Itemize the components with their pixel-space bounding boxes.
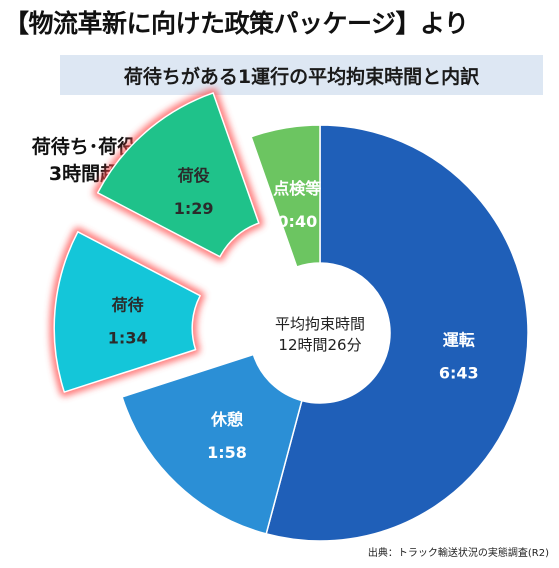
callout-line-1: 荷待ち･荷役 bbox=[31, 136, 137, 158]
page-heading: 【物流革新に向けた政策パッケージ】より bbox=[4, 9, 469, 38]
slice-1-label: 運転 bbox=[443, 330, 475, 349]
center-label: 平均拘束時間 12時間26分 bbox=[275, 315, 365, 354]
slice-2-label: 休憩 bbox=[210, 410, 243, 429]
slice-2-wedge bbox=[121, 353, 303, 535]
slice-4-value: 1:29 bbox=[174, 199, 214, 218]
slice-2-value: 1:58 bbox=[207, 443, 247, 462]
donut-slices bbox=[53, 92, 529, 542]
center-label-line-2: 12時間26分 bbox=[278, 336, 361, 354]
slice-4-wedge bbox=[96, 92, 260, 258]
chart-title: 荷待ちがある1運行の平均拘束時間と内訳 bbox=[123, 65, 480, 88]
chart-title-bar: 荷待ちがある1運行の平均拘束時間と内訳 bbox=[60, 55, 543, 95]
slice-4-label: 荷役 bbox=[178, 166, 211, 185]
slice-5-value: 0:40 bbox=[277, 212, 317, 231]
slice-labels: 運転 6:43 休憩 1:58 荷待 1:34 荷役 1:29 点検等 0:40 bbox=[108, 166, 479, 462]
slice-3-value: 1:34 bbox=[108, 329, 148, 348]
center-label-line-1: 平均拘束時間 bbox=[275, 315, 365, 333]
source-note: 出典：トラック輸送状況の実態調査(R2) bbox=[367, 548, 549, 559]
slice-3-label: 荷待 bbox=[112, 296, 144, 315]
slice-5-label: 点検等 bbox=[273, 179, 321, 198]
slice-3-wedge bbox=[53, 231, 201, 393]
slice-5-wedge bbox=[250, 124, 321, 268]
slice-1-wedge bbox=[265, 124, 529, 542]
slice-1-value: 6:43 bbox=[439, 363, 479, 382]
